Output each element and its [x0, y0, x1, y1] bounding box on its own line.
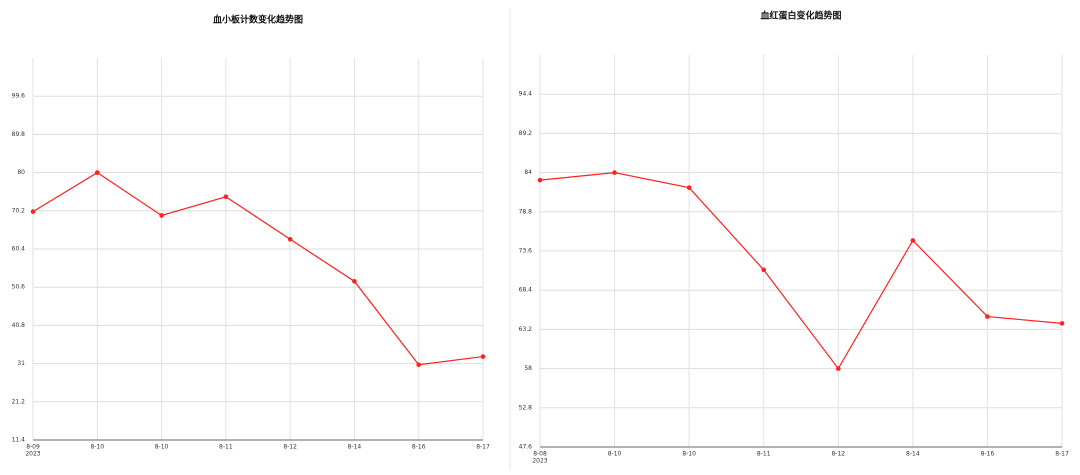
y-tick-label: 89.8 [12, 131, 26, 138]
point [985, 314, 990, 319]
point [537, 177, 543, 183]
x-tick-label: 8-10 [682, 451, 696, 458]
x-year-label: 2023 [532, 458, 547, 465]
line [539, 171, 1063, 370]
point [1059, 321, 1065, 326]
x-tick-label: 8-11 [757, 451, 771, 458]
point [761, 267, 767, 273]
x-tick-label: 8-12 [831, 451, 845, 458]
point [287, 236, 293, 242]
y-tick-label: 78.8 [519, 208, 533, 215]
y-tick-label: 47.6 [519, 444, 533, 451]
y-tick-label: 11.4 [12, 437, 26, 444]
point [30, 209, 36, 214]
y-tick-label: 94.4 [519, 91, 533, 98]
x-year-label: 2023 [25, 451, 40, 458]
y-tick-label: 84 [524, 169, 532, 176]
chart-title: 血小板计数变化趋势图 [213, 14, 303, 26]
point [612, 170, 617, 175]
point [352, 279, 357, 284]
y-tick-label: 63.2 [519, 326, 533, 333]
point [416, 362, 422, 368]
y-tick-label: 99.6 [12, 93, 26, 100]
x-tick-label: 8-08 [533, 451, 547, 458]
x-tick-label: 8-10 [608, 451, 622, 458]
x-tick-label: 8-17 [476, 444, 490, 451]
x-tick-label: 8-10 [155, 444, 169, 451]
x-tick-label: 8-16 [412, 444, 426, 451]
y-tick-label: 31 [17, 360, 25, 367]
y-tick-label: 70.2 [12, 207, 26, 214]
y-tick-label: 58 [524, 365, 532, 372]
chart-title: 血红蛋白变化趋势图 [760, 10, 841, 22]
y-tick-label: 89.2 [519, 130, 533, 137]
x-tick-label: 8-17 [1055, 451, 1069, 458]
y-tick-label: 21.2 [12, 398, 26, 405]
y-tick-label: 40.8 [12, 322, 26, 329]
point [223, 194, 229, 200]
y-tick-label: 50.6 [12, 284, 26, 291]
x-tick-label: 8-10 [90, 444, 104, 451]
point [835, 366, 841, 371]
x-tick-label: 8-12 [283, 444, 297, 451]
x-tick-label: 8-14 [348, 444, 362, 451]
y-tick-label: 80 [17, 169, 25, 176]
point [686, 185, 692, 190]
line [32, 171, 484, 366]
y-tick-label: 60.4 [12, 246, 26, 253]
point [94, 170, 100, 175]
x-tick-label: 8-16 [981, 451, 995, 458]
x-tick-label: 8-14 [906, 451, 920, 458]
y-tick-label: 52.8 [519, 404, 533, 411]
point [159, 213, 164, 218]
x-tick-label: 8-11 [219, 444, 233, 451]
point [480, 354, 486, 359]
point [910, 238, 916, 243]
y-tick-label: 73.6 [519, 248, 533, 255]
y-tick-label: 68.4 [519, 287, 533, 294]
x-tick-label: 8-09 [26, 444, 40, 451]
